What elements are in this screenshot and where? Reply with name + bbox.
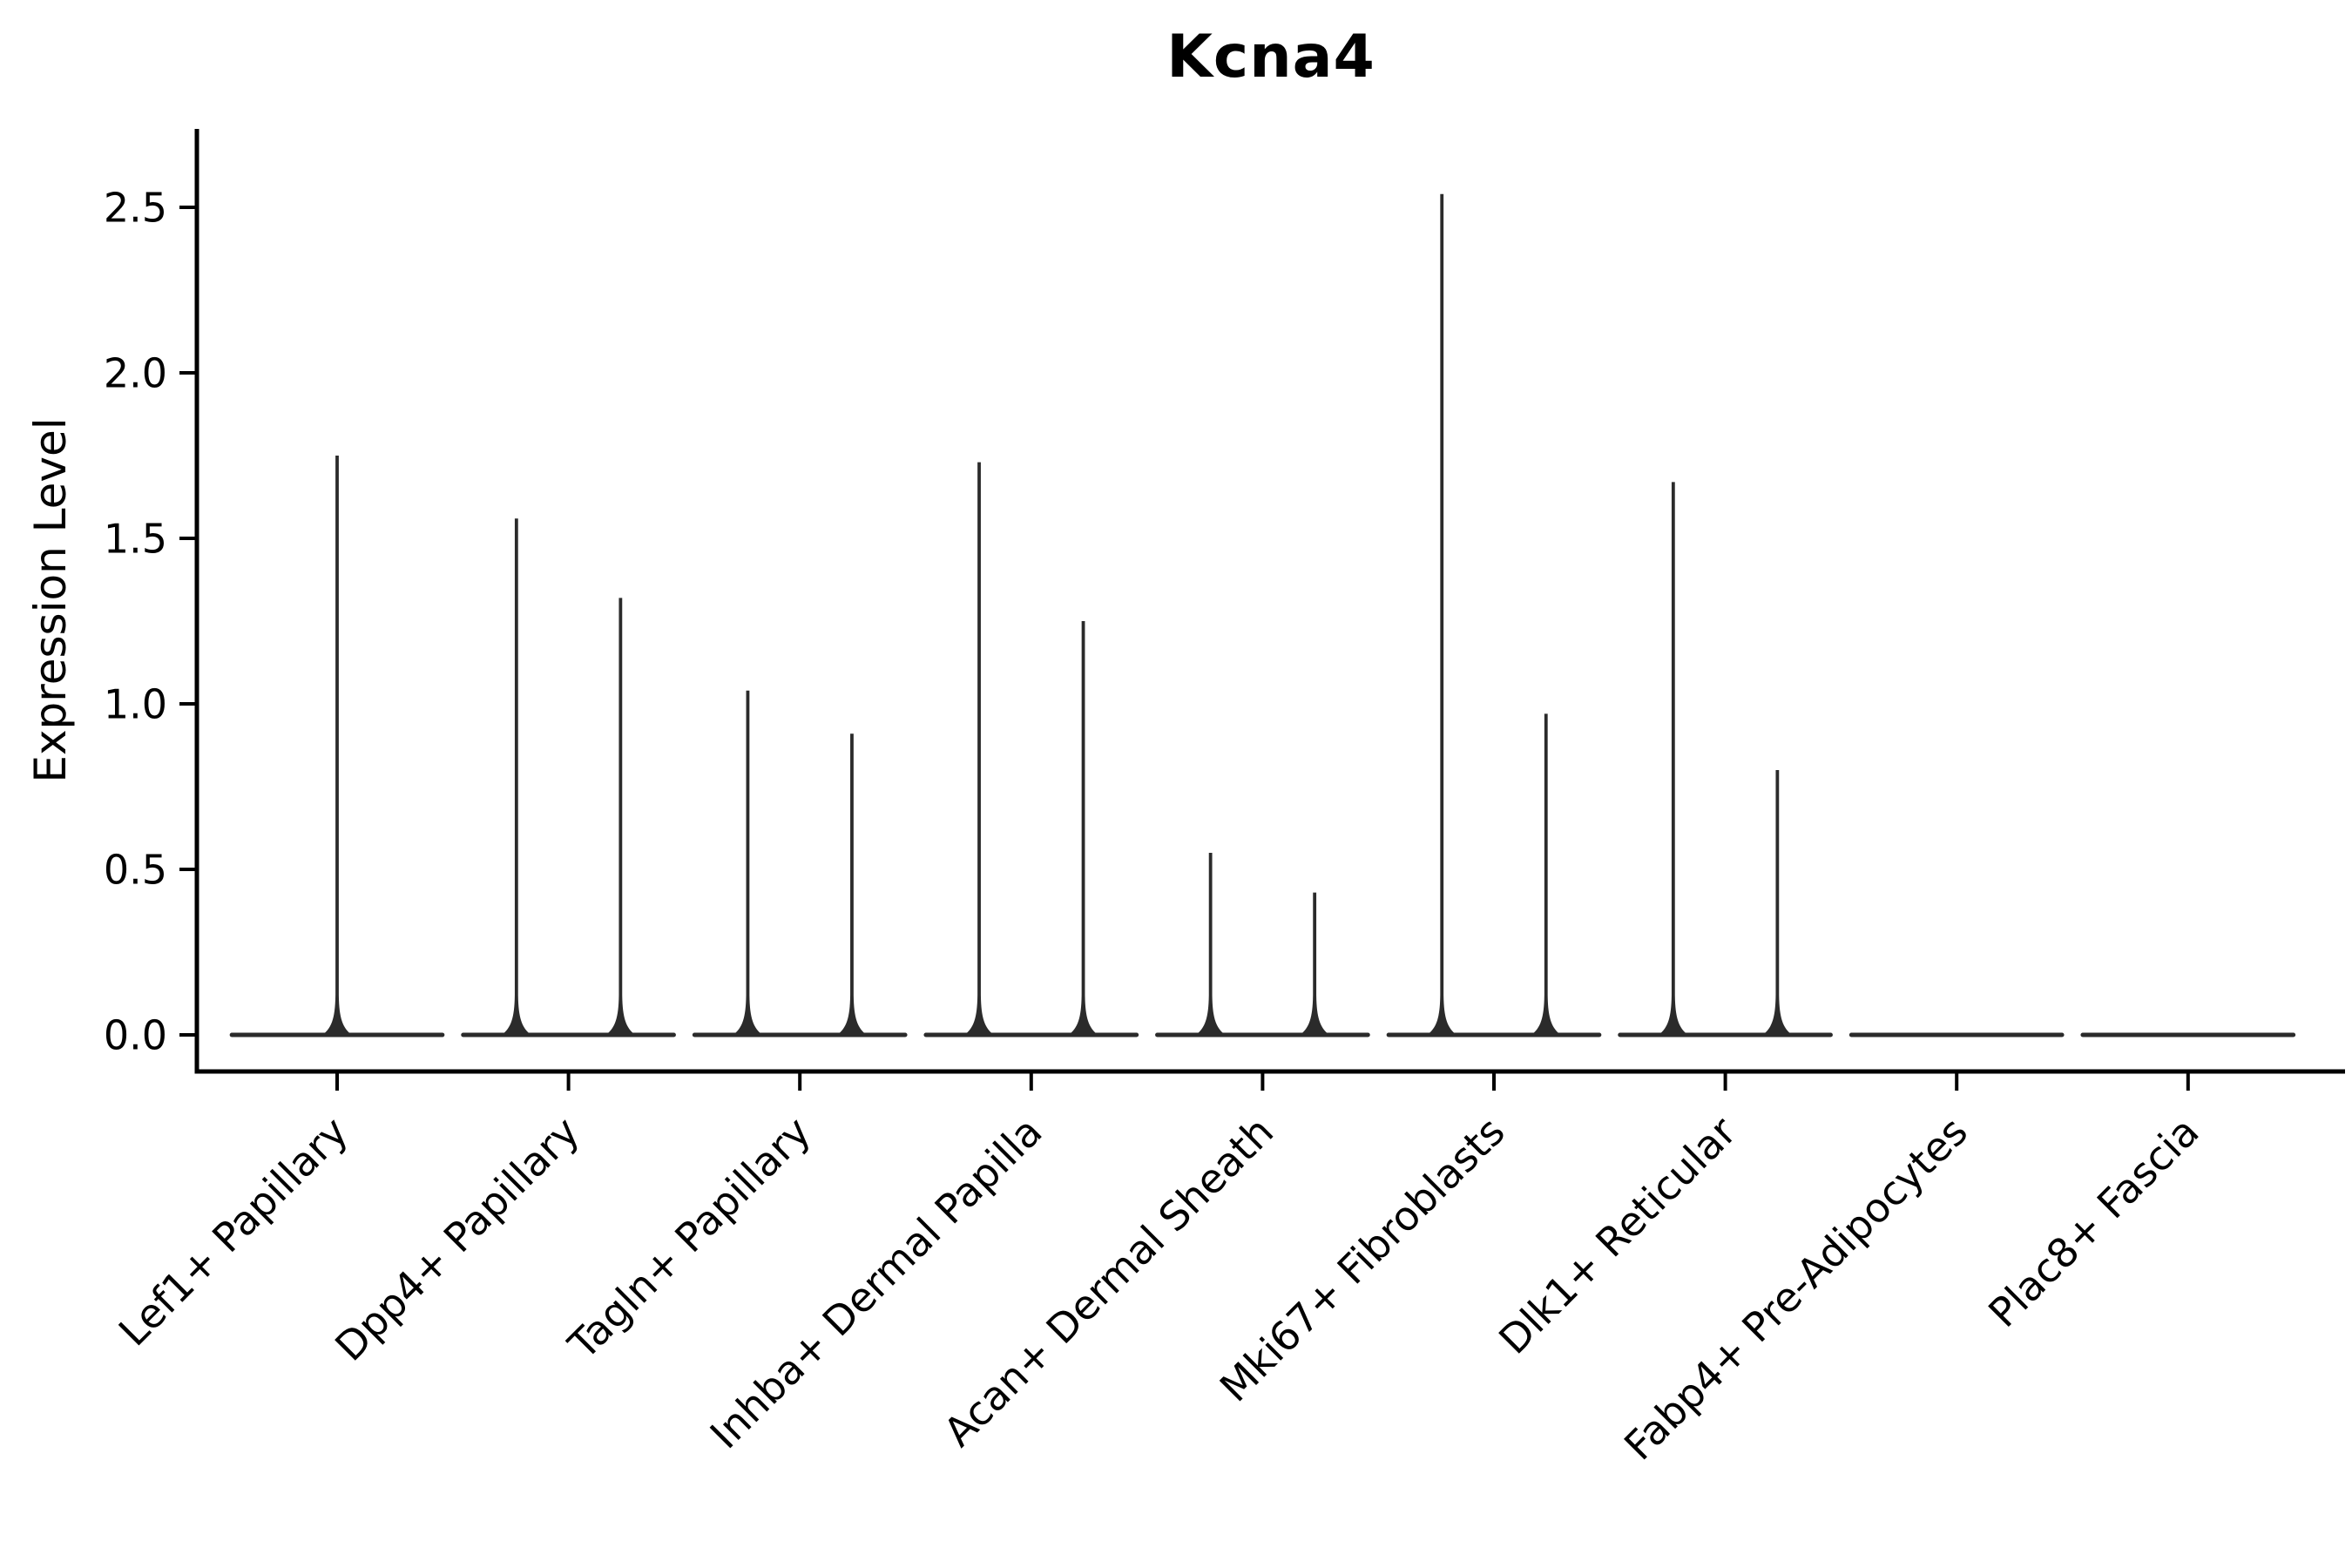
y-tick-label: 0.5	[104, 847, 167, 894]
violin-spike	[322, 456, 352, 1035]
y-tick-label: 2.0	[104, 350, 167, 397]
x-tick-label-2: Dpp4+ Papillary	[326, 1108, 588, 1370]
violin-spike	[1658, 482, 1688, 1035]
y-tick-label: 1.5	[104, 516, 167, 563]
violin-spike	[1068, 621, 1098, 1035]
violin-spike	[1427, 193, 1457, 1036]
violin-spike	[964, 462, 995, 1035]
violin-spike	[733, 690, 763, 1035]
x-tick-label-7: Dlk1+ Reticular	[1490, 1108, 1745, 1363]
violin-spike	[1195, 853, 1226, 1035]
violin-spike	[1300, 892, 1330, 1035]
y-tick-label: 0.0	[104, 1012, 167, 1059]
violin-spike	[605, 598, 636, 1035]
violin-spike	[1531, 713, 1561, 1035]
y-tick-label: 2.5	[104, 185, 167, 232]
y-tick-label: 1.0	[104, 681, 167, 728]
violin-spike	[836, 733, 867, 1035]
violin-spike	[501, 518, 531, 1035]
x-tick-label-9: Plac8+ Fascia	[1979, 1108, 2207, 1336]
x-tick-label-3: Tagln+ Papillary	[558, 1108, 820, 1369]
violin-spike	[1762, 770, 1793, 1035]
chart-title: Kcna4	[1166, 23, 1375, 91]
x-tick-label-1: Lef1+ Papillary	[110, 1108, 357, 1355]
